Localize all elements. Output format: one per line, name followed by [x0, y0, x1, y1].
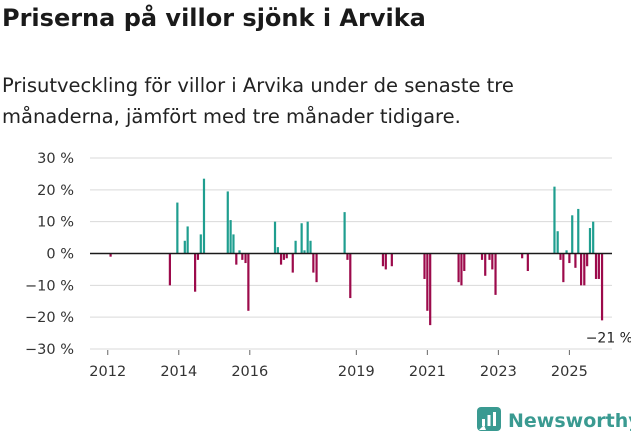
bar: [176, 202, 179, 254]
x-tick-label: 2019: [338, 364, 375, 380]
y-tick-label: 0 %: [46, 247, 74, 263]
y-tick-label: −30 %: [25, 342, 74, 358]
y-tick-label: 20 %: [37, 183, 74, 199]
bar-chart: 30 %20 %10 %0 %−10 %−20 %−30 % 2012 2014 2…: [25, 151, 631, 380]
bar: [309, 240, 312, 254]
x-axis: 2012 2014 2016 2019 2021 2023 2025: [89, 350, 588, 380]
bar: [291, 253, 294, 273]
x-tick-label: 2012: [89, 364, 126, 380]
bar: [480, 253, 484, 260]
bar: [577, 208, 580, 254]
bar: [384, 253, 387, 270]
bar: [196, 253, 200, 260]
x-tick-label: 2025: [551, 364, 588, 380]
bar: [282, 253, 285, 260]
bar: [232, 234, 235, 254]
newsworthy-logo[interactable]: Newsworthy: [476, 406, 631, 436]
bar: [556, 231, 559, 254]
bar: [488, 253, 491, 260]
bar: [226, 191, 229, 254]
bar: [588, 228, 592, 254]
bar: [285, 253, 288, 259]
bar: [390, 253, 393, 267]
y-tick-label: −20 %: [25, 310, 74, 326]
bar: [562, 253, 565, 283]
chart-subtitle: Prisutveckling för villor i Arvika under…: [2, 74, 514, 128]
bar: [312, 253, 315, 273]
bar: [568, 253, 571, 264]
bar: [463, 253, 466, 272]
bar: [494, 253, 497, 295]
bar: [484, 253, 487, 276]
bar: [194, 253, 197, 292]
chart-title: Priserna på villor sjönk i Arvika: [2, 4, 426, 32]
bar: [597, 253, 600, 279]
bar: [600, 253, 604, 321]
bar: [183, 240, 186, 254]
bar: [273, 221, 277, 254]
x-tick-label: 2014: [160, 364, 197, 380]
bar: [238, 250, 241, 254]
annotation-label: −21 %: [586, 330, 631, 346]
bar: [241, 253, 244, 260]
annotations: −21 %: [586, 330, 631, 346]
bar: [276, 247, 279, 254]
bar: [235, 253, 238, 265]
bar: [306, 221, 309, 254]
bar: [244, 253, 247, 264]
bar: [199, 234, 202, 254]
y-tick-label: −10 %: [25, 278, 74, 294]
bar: [521, 253, 524, 259]
bar: [574, 253, 577, 268]
bar: [349, 253, 352, 299]
bar: [594, 253, 598, 279]
y-axis: 30 % 20 % 10 % 0 % −10 % −20 % −30 %: [25, 151, 74, 358]
bar: [580, 253, 583, 286]
bar: [586, 253, 589, 267]
bar: [343, 212, 346, 254]
newsworthy-chart-icon: [476, 406, 502, 436]
bar: [186, 226, 189, 254]
bar: [429, 253, 432, 326]
bar: [423, 253, 426, 279]
bar: [592, 221, 595, 254]
bar: [346, 253, 349, 260]
bar: [460, 253, 463, 286]
bar: [553, 186, 556, 254]
x-tick-label: 2023: [480, 364, 517, 380]
bar: [565, 250, 568, 254]
bar: [229, 220, 232, 254]
bar: [109, 253, 112, 257]
bar: [315, 253, 318, 283]
x-tick-label: 2021: [409, 364, 446, 380]
bar: [491, 253, 494, 270]
bar: [202, 178, 206, 254]
bar: [571, 215, 574, 254]
y-tick-label: 10 %: [37, 215, 74, 231]
bar: [300, 223, 303, 254]
y-tick-label: 30 %: [37, 151, 74, 167]
bar: [381, 253, 385, 267]
bar: [559, 253, 562, 260]
logo-text: Newsworthy: [508, 410, 631, 432]
bar: [526, 253, 529, 272]
bar: [583, 253, 586, 286]
bar: [303, 250, 306, 254]
bar: [426, 253, 429, 311]
bar: [294, 240, 297, 254]
bar: [279, 253, 283, 265]
bars: [109, 178, 604, 326]
x-tick-label: 2016: [231, 364, 268, 380]
bar: [247, 253, 250, 311]
bar: [168, 253, 171, 286]
bar: [457, 253, 460, 283]
